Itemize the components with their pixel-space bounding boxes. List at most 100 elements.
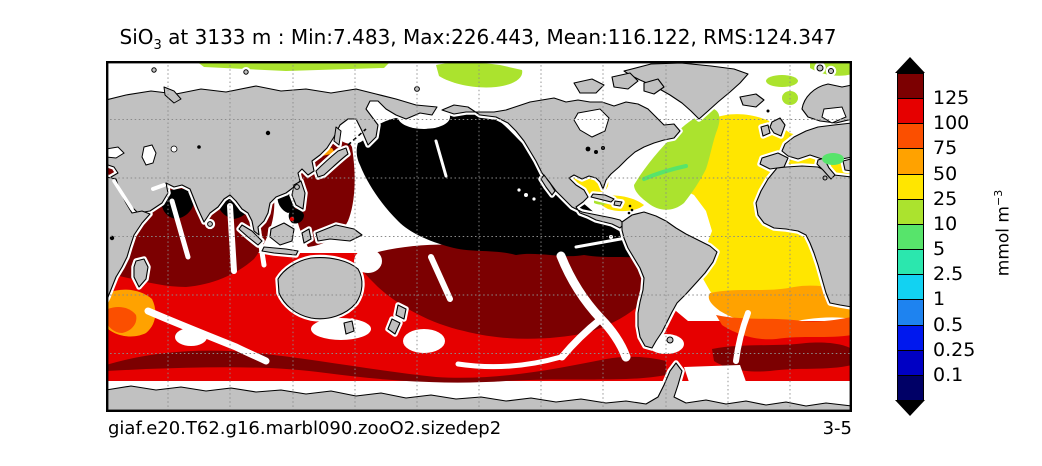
persian-gulf	[151, 183, 166, 191]
colorbar-tick-label: 50	[933, 162, 958, 185]
colorbar-tick-label: 100	[933, 112, 970, 135]
land-ireland	[760, 124, 771, 137]
land-antarctica	[105, 362, 853, 413]
arctic-green-alaska	[436, 62, 523, 88]
antilles-dot-1	[628, 204, 632, 208]
colorbar-segment	[897, 73, 924, 100]
land-iberia	[759, 152, 789, 170]
south-australia-white	[311, 318, 371, 340]
land-group	[103, 60, 855, 415]
colorbar-segment	[897, 299, 924, 326]
unit-exponent: −3	[992, 189, 1005, 206]
graticule	[106, 61, 852, 412]
emperor-seamounts-white	[434, 139, 448, 178]
title-stats: at 3133 m : Min:7.483, Max:226.443, Mean…	[161, 25, 837, 49]
colorbar: 125 100 75 50 25 10 5 2.5 1 0.5 0.25 0.1	[895, 57, 1017, 417]
colorbar-tick-label: 125	[933, 87, 970, 110]
lake-balkhash	[197, 145, 201, 149]
greenland-sea-green-1	[766, 75, 798, 87]
great-lake-2	[594, 150, 598, 154]
caspian-sea	[141, 144, 157, 166]
plot-title: SiO3 at 3133 m : Min:7.483, Max:226.443,…	[18, 25, 938, 53]
land-new-guinea	[315, 224, 363, 242]
land-cuba	[590, 193, 615, 203]
land-sakhalin	[333, 126, 342, 146]
land-japan	[315, 147, 349, 178]
ninetyeast-ridge-white	[227, 203, 237, 274]
aral-sea	[170, 145, 178, 153]
weddell-sea-white	[684, 365, 750, 397]
region-philippine-red-spot	[289, 216, 295, 222]
carlsberg-ridge-white	[169, 198, 191, 260]
colorbar-tick-label: 10	[933, 212, 958, 235]
land-java	[261, 246, 299, 256]
colorbar-segment	[897, 274, 924, 301]
region-arabiansea-black	[161, 188, 195, 219]
land-tasmania	[343, 320, 355, 335]
land-svalbard-1	[816, 64, 824, 72]
land-arctic-island-2	[611, 72, 639, 90]
colorbar-unit-label: mmol m−3	[992, 153, 1014, 313]
map-panel	[103, 60, 855, 415]
region-atlantic-green	[634, 109, 720, 210]
mediterranean-green-patch	[822, 153, 844, 165]
colorbar-segment	[897, 98, 924, 125]
land-srilanka	[207, 221, 213, 227]
land-iceland	[739, 93, 765, 108]
land-nz-south	[387, 318, 401, 335]
land-svalbard-2	[828, 68, 834, 74]
land-sulawesi	[301, 228, 312, 244]
colorbar-segment	[897, 374, 924, 401]
map-frame	[106, 61, 852, 413]
run-id-label: giaf.e20.T62.g16.marbl090.zooO2.sizedep2	[108, 418, 502, 439]
antilles-dot-2	[630, 208, 634, 212]
land-taiwan	[294, 184, 300, 190]
land-sumatra	[238, 224, 263, 246]
land-franz-josef	[151, 67, 157, 73]
land-eurasia	[105, 85, 438, 236]
hudson-bay	[573, 108, 610, 138]
region-acc-darkred	[106, 350, 666, 383]
region-pacific-black	[356, 110, 654, 260]
region-satl-acc-darkred	[712, 342, 852, 372]
sw-indian-ridge-white	[144, 307, 270, 365]
colorbar-segment	[897, 148, 924, 175]
land-madagascar	[133, 258, 149, 288]
colorbar-tick-label: 0.5	[933, 313, 964, 336]
lake-baikal	[265, 130, 271, 136]
land-nz-north	[395, 304, 407, 320]
galapagos-white	[609, 235, 613, 239]
mid-atlantic-ridge-white	[733, 310, 751, 364]
kerguelen-white	[175, 328, 207, 346]
antilles-dot-3	[627, 211, 631, 215]
land-hispaniola	[613, 200, 623, 207]
equator-white-sliver	[574, 236, 628, 249]
land-borneo	[269, 222, 295, 246]
pac-antarctic-ridge-white	[455, 354, 564, 370]
colorbar-segment	[897, 223, 924, 251]
colorbar-segment	[897, 198, 924, 225]
colorbar-tick-label: 75	[933, 137, 958, 160]
land-falklands	[666, 336, 674, 344]
title-subscript: 3	[153, 38, 162, 53]
colorbar-tick-label: 0.1	[933, 363, 964, 386]
world-map	[103, 60, 855, 415]
colorbar-segment	[897, 324, 924, 351]
colorbar-segment	[897, 349, 924, 376]
land-arctic-island-3	[643, 78, 665, 95]
title-variable: SiO	[119, 25, 154, 49]
land-africa-west	[755, 165, 853, 308]
colorbar-segment	[897, 249, 924, 276]
colorbar-tick-label: 2.5	[933, 263, 964, 286]
campbell-plateau-white	[403, 329, 445, 353]
colorbar-tick-label: 5	[933, 238, 946, 261]
hawaii-white-3	[517, 188, 521, 192]
land-australia	[277, 257, 363, 320]
great-lake-1	[585, 146, 591, 152]
region-swindian-orangered	[106, 307, 137, 333]
colorbar-tick-label: 1	[933, 288, 946, 311]
land-arctic-island-1	[573, 78, 605, 94]
region-satl-orangered	[716, 315, 852, 340]
red-sea	[112, 179, 134, 211]
tonga-white	[428, 254, 453, 302]
